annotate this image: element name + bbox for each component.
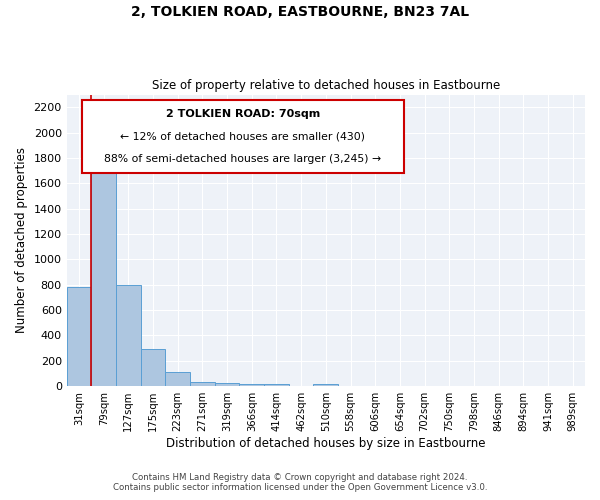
FancyBboxPatch shape [82, 100, 404, 174]
Bar [190, 382, 215, 386]
Bar [313, 384, 338, 386]
Text: Contains HM Land Registry data © Crown copyright and database right 2024.: Contains HM Land Registry data © Crown c… [132, 474, 468, 482]
Bar [91, 173, 116, 386]
X-axis label: Distribution of detached houses by size in Eastbourne: Distribution of detached houses by size … [166, 437, 485, 450]
Title: Size of property relative to detached houses in Eastbourne: Size of property relative to detached ho… [152, 79, 500, 92]
Bar [141, 349, 166, 386]
Bar [239, 384, 264, 386]
Bar [215, 383, 239, 386]
Text: 2 TOLKIEN ROAD: 70sqm: 2 TOLKIEN ROAD: 70sqm [166, 108, 320, 118]
Text: 2, TOLKIEN ROAD, EASTBOURNE, BN23 7AL: 2, TOLKIEN ROAD, EASTBOURNE, BN23 7AL [131, 5, 469, 19]
Text: 88% of semi-detached houses are larger (3,245) →: 88% of semi-detached houses are larger (… [104, 154, 382, 164]
Bar [166, 372, 190, 386]
Text: ← 12% of detached houses are smaller (430): ← 12% of detached houses are smaller (43… [121, 132, 365, 142]
Y-axis label: Number of detached properties: Number of detached properties [15, 148, 28, 334]
Bar [116, 286, 141, 386]
Bar [67, 288, 91, 386]
Text: Contains public sector information licensed under the Open Government Licence v3: Contains public sector information licen… [113, 484, 487, 492]
Bar [264, 384, 289, 386]
